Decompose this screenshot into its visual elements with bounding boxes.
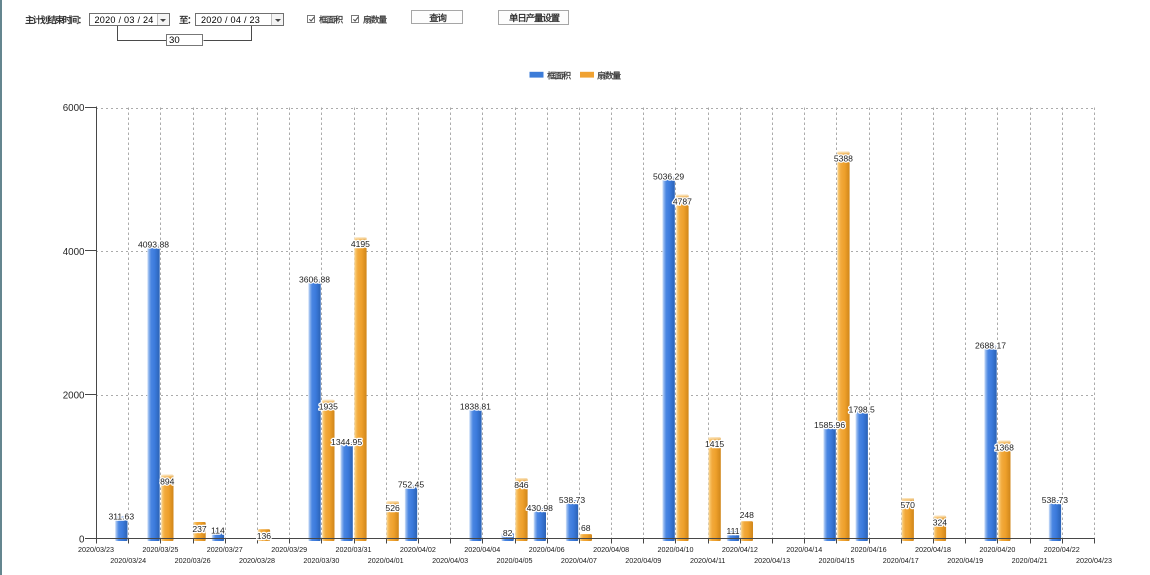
svg-text:2020/04/11: 2020/04/11 [690,556,725,565]
svg-text:114: 114 [211,526,225,536]
svg-text:2020/04/19: 2020/04/19 [947,556,983,565]
svg-text:2020/04/08: 2020/04/08 [593,545,629,554]
svg-text:2020/04/07: 2020/04/07 [561,556,597,565]
svg-text:894: 894 [160,477,175,487]
svg-text:2020/04/23: 2020/04/23 [1076,556,1112,565]
svg-text:1368: 1368 [995,442,1014,452]
svg-text:2020/04/06: 2020/04/06 [529,545,565,554]
svg-text:1838.81: 1838.81 [460,402,491,412]
svg-text:111: 111 [726,526,739,536]
svg-text:526: 526 [385,503,400,513]
svg-text:752.45: 752.45 [398,480,425,490]
svg-text:2020/04/02: 2020/04/02 [400,545,436,554]
svg-text:2020/04/09: 2020/04/09 [625,556,661,565]
svg-text:2020/04/17: 2020/04/17 [883,556,919,565]
svg-text:5036.29: 5036.29 [653,172,684,182]
svg-text:430.98: 430.98 [527,503,554,513]
svg-text:2020/04/14: 2020/04/14 [786,545,822,554]
svg-text:248: 248 [740,510,755,520]
svg-text:1585.96: 1585.96 [814,420,845,430]
svg-text:2020/03/30: 2020/03/30 [303,556,339,565]
svg-text:82: 82 [503,528,513,538]
svg-text:2020/04/12: 2020/04/12 [722,545,758,554]
svg-text:1935: 1935 [319,402,338,412]
svg-text:2020/03/24: 2020/03/24 [110,556,146,565]
svg-text:570: 570 [901,500,916,510]
svg-text:68: 68 [581,523,591,533]
svg-text:2020/04/18: 2020/04/18 [915,545,951,554]
svg-text:2020/04/13: 2020/04/13 [754,556,790,565]
svg-text:2020/04/20: 2020/04/20 [979,545,1015,554]
svg-text:324: 324 [933,518,948,528]
svg-text:4000: 4000 [63,247,85,258]
svg-text:6000: 6000 [63,103,85,114]
svg-text:2020/03/28: 2020/03/28 [239,556,275,565]
svg-text:2020/04/10: 2020/04/10 [658,545,694,554]
svg-text:3606.88: 3606.88 [299,275,330,285]
svg-text:2020/03/26: 2020/03/26 [175,556,211,565]
svg-text:2000: 2000 [63,391,85,402]
svg-text:311.63: 311.63 [108,511,134,521]
svg-text:4195: 4195 [351,239,370,249]
svg-text:2020/04/03: 2020/04/03 [432,556,468,565]
svg-text:5388: 5388 [834,153,853,163]
svg-text:2020/04/05: 2020/04/05 [497,556,533,565]
svg-text:2020/04/22: 2020/04/22 [1044,545,1080,554]
svg-text:2020/03/27: 2020/03/27 [207,545,243,554]
svg-text:2020/04/04: 2020/04/04 [464,545,500,554]
svg-text:2020/04/16: 2020/04/16 [851,545,887,554]
svg-text:538.73: 538.73 [1042,495,1069,505]
svg-text:4787: 4787 [673,197,692,207]
svg-text:1415: 1415 [705,439,724,449]
svg-text:2020/03/31: 2020/03/31 [336,545,372,554]
svg-text:2688.17: 2688.17 [975,341,1006,351]
svg-text:2020/04/15: 2020/04/15 [819,556,855,565]
svg-text:136: 136 [257,531,272,541]
svg-text:0: 0 [79,534,85,545]
svg-text:2020/03/23: 2020/03/23 [78,545,114,554]
svg-text:237: 237 [192,524,207,534]
svg-text:2020/03/25: 2020/03/25 [142,545,178,554]
svg-text:2020/03/29: 2020/03/29 [271,545,307,554]
svg-text:4093.88: 4093.88 [138,240,169,250]
svg-text:2020/04/01: 2020/04/01 [368,556,404,565]
svg-text:2020/04/21: 2020/04/21 [1012,556,1048,565]
svg-text:1344.95: 1344.95 [331,437,362,447]
svg-text:538.73: 538.73 [559,495,586,505]
svg-text:846: 846 [514,480,529,490]
svg-text:1798.5: 1798.5 [849,405,876,415]
